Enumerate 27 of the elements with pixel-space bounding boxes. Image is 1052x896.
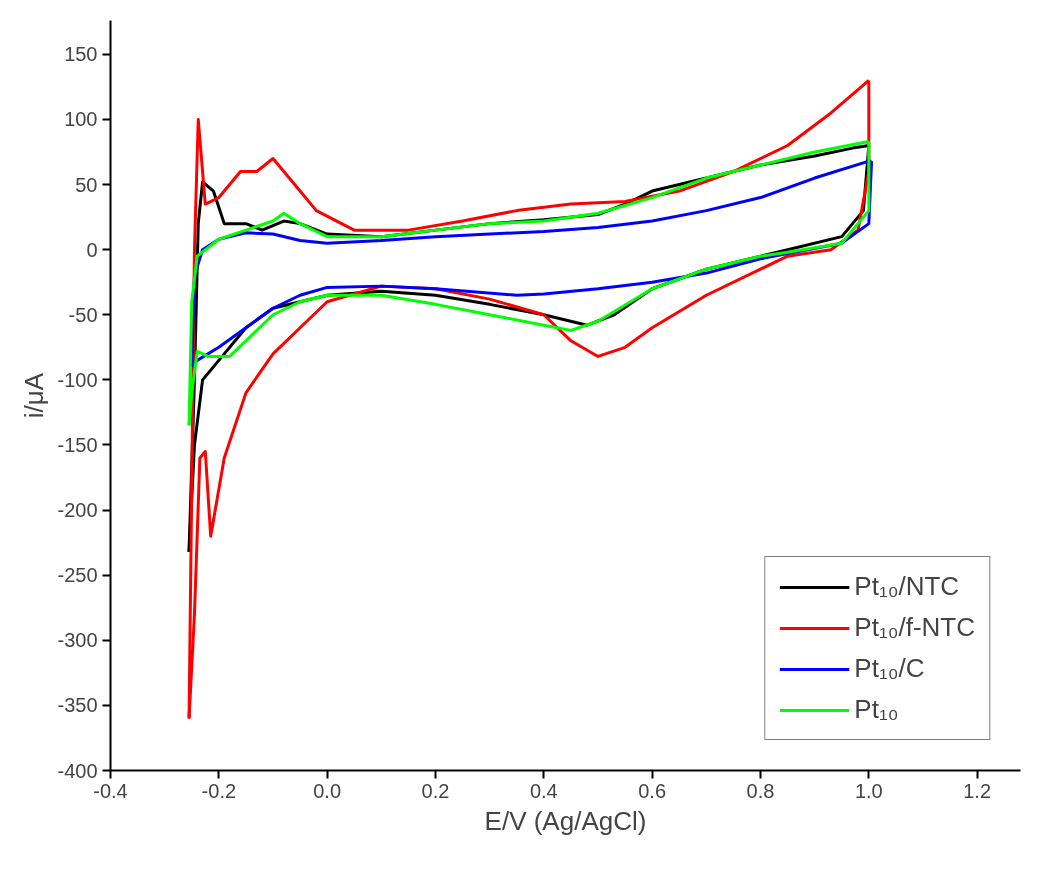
y-tick-label: -400 [57,759,98,782]
x-tick-label: 0.2 [421,779,450,802]
y-tick-label: 50 [75,173,98,196]
y-tick-label: -350 [57,694,98,717]
y-tick-label: 150 [64,43,98,66]
y-axis-title: i/μA [19,372,50,419]
legend-label: Pt₁₀ [854,694,899,725]
x-tick-label: 0.8 [746,779,775,802]
x-tick-label: 0.6 [638,779,667,802]
x-tick-label: -0.2 [201,779,237,802]
y-tick-label: 100 [64,108,98,131]
x-tick-label: 1.2 [963,779,992,802]
y-tick-label: -250 [57,564,98,587]
y-tick-label: -300 [57,629,98,652]
y-tick-label: -150 [57,433,98,456]
legend-label: Pt₁₀/f-NTC [854,612,975,643]
y-tick-label: -200 [57,499,98,522]
x-tick-label: 0.0 [313,779,342,802]
y-tick-label: -100 [57,368,98,391]
legend-label: Pt₁₀/C [854,653,925,684]
y-tick-label: -50 [68,303,98,326]
x-axis-title: E/V (Ag/AgCl) [484,805,647,836]
x-tick-label: 1.0 [854,779,883,802]
x-tick-label: -0.4 [93,779,128,802]
legend-label: Pt₁₀/NTC [854,571,960,602]
x-tick-label: 0.4 [529,779,558,802]
y-tick-label: 0 [86,238,98,261]
